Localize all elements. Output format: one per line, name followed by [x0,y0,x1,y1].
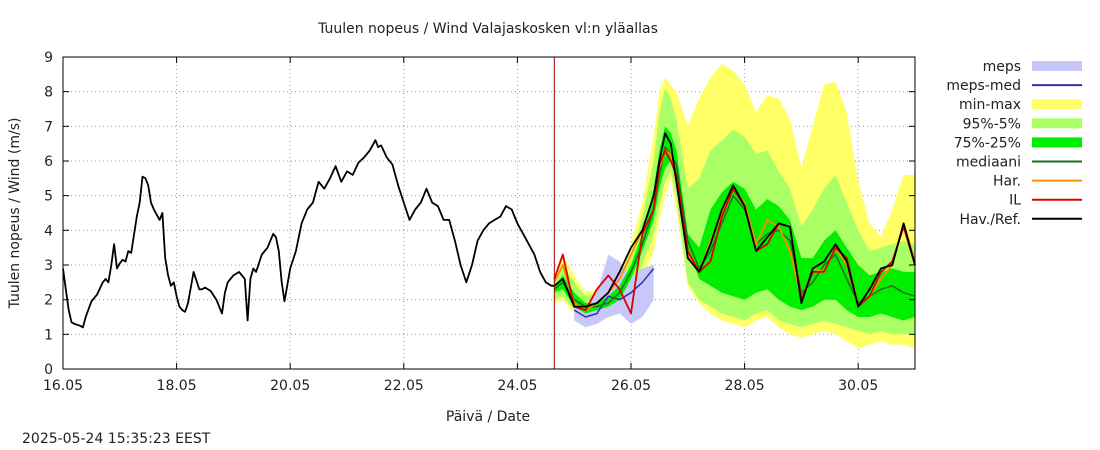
y-tick-label: 5 [44,189,53,205]
legend-label: 95%-5% [963,116,1021,132]
y-tick-label: 0 [44,362,53,378]
timestamp: 2025-05-24 15:35:23 EEST [22,431,211,447]
legend: meps meps-med min-max 95%-5% 75%-25% mediaani… [946,59,1082,228]
x-tick-label: 24.05 [497,378,537,394]
y-tick-label: 7 [44,119,53,135]
legend-label: Hav./Ref. [959,212,1021,228]
legend-label: IL [1009,193,1021,209]
legend-label: meps [983,59,1021,75]
y-tick-label: 2 [44,293,53,309]
chart-title: Tuulen nopeus / Wind Valajaskosken vl:n … [317,21,658,37]
legend-swatch [1032,99,1082,110]
hav-ref-line [553,132,916,308]
plot-area [62,56,916,370]
x-tick-label: 26.05 [611,378,651,394]
y-tick-label: 9 [44,50,53,66]
forecast-bands [554,63,915,349]
x-tick-label: 18.05 [157,378,197,394]
x-tick-label: 30.05 [838,378,878,394]
legend-label: meps-med [946,78,1021,94]
legend-label: mediaani [956,155,1021,171]
series-lines [62,57,916,369]
legend-label: Har. [993,174,1021,190]
y-tick-label: 1 [44,327,53,343]
y-axis-label: Tuulen nopeus / Wind (m/s) [7,118,23,310]
x-tick-label: 22.05 [384,378,424,394]
x-tick-label: 20.05 [270,378,310,394]
legend-swatch [1032,137,1082,148]
legend-label: min-max [959,97,1021,113]
x-axis-label: Päivä / Date [446,409,530,425]
x-tick-label: 16.05 [43,378,83,394]
x-tick-label: 28.05 [725,378,765,394]
x-axis-ticks: 16.05 18.05 20.05 22.05 24.05 26.05 28.05 30.05 [43,57,878,394]
observed-line [62,139,555,329]
y-tick-label: 6 [44,154,53,170]
y-tick-label: 8 [44,85,53,101]
y-axis-ticks: 0 1 2 3 4 5 6 7 8 9 [44,50,915,378]
median-line [553,146,916,308]
y-tick-label: 3 [44,258,53,274]
legend-swatch [1032,61,1082,71]
legend-swatch [1032,118,1082,129]
legend-label: 75%-25% [954,135,1021,151]
plot-frame [62,56,916,370]
y-tick-label: 4 [44,223,53,239]
